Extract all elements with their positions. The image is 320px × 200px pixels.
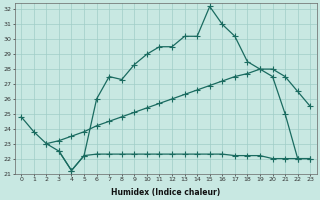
X-axis label: Humidex (Indice chaleur): Humidex (Indice chaleur) bbox=[111, 188, 220, 197]
